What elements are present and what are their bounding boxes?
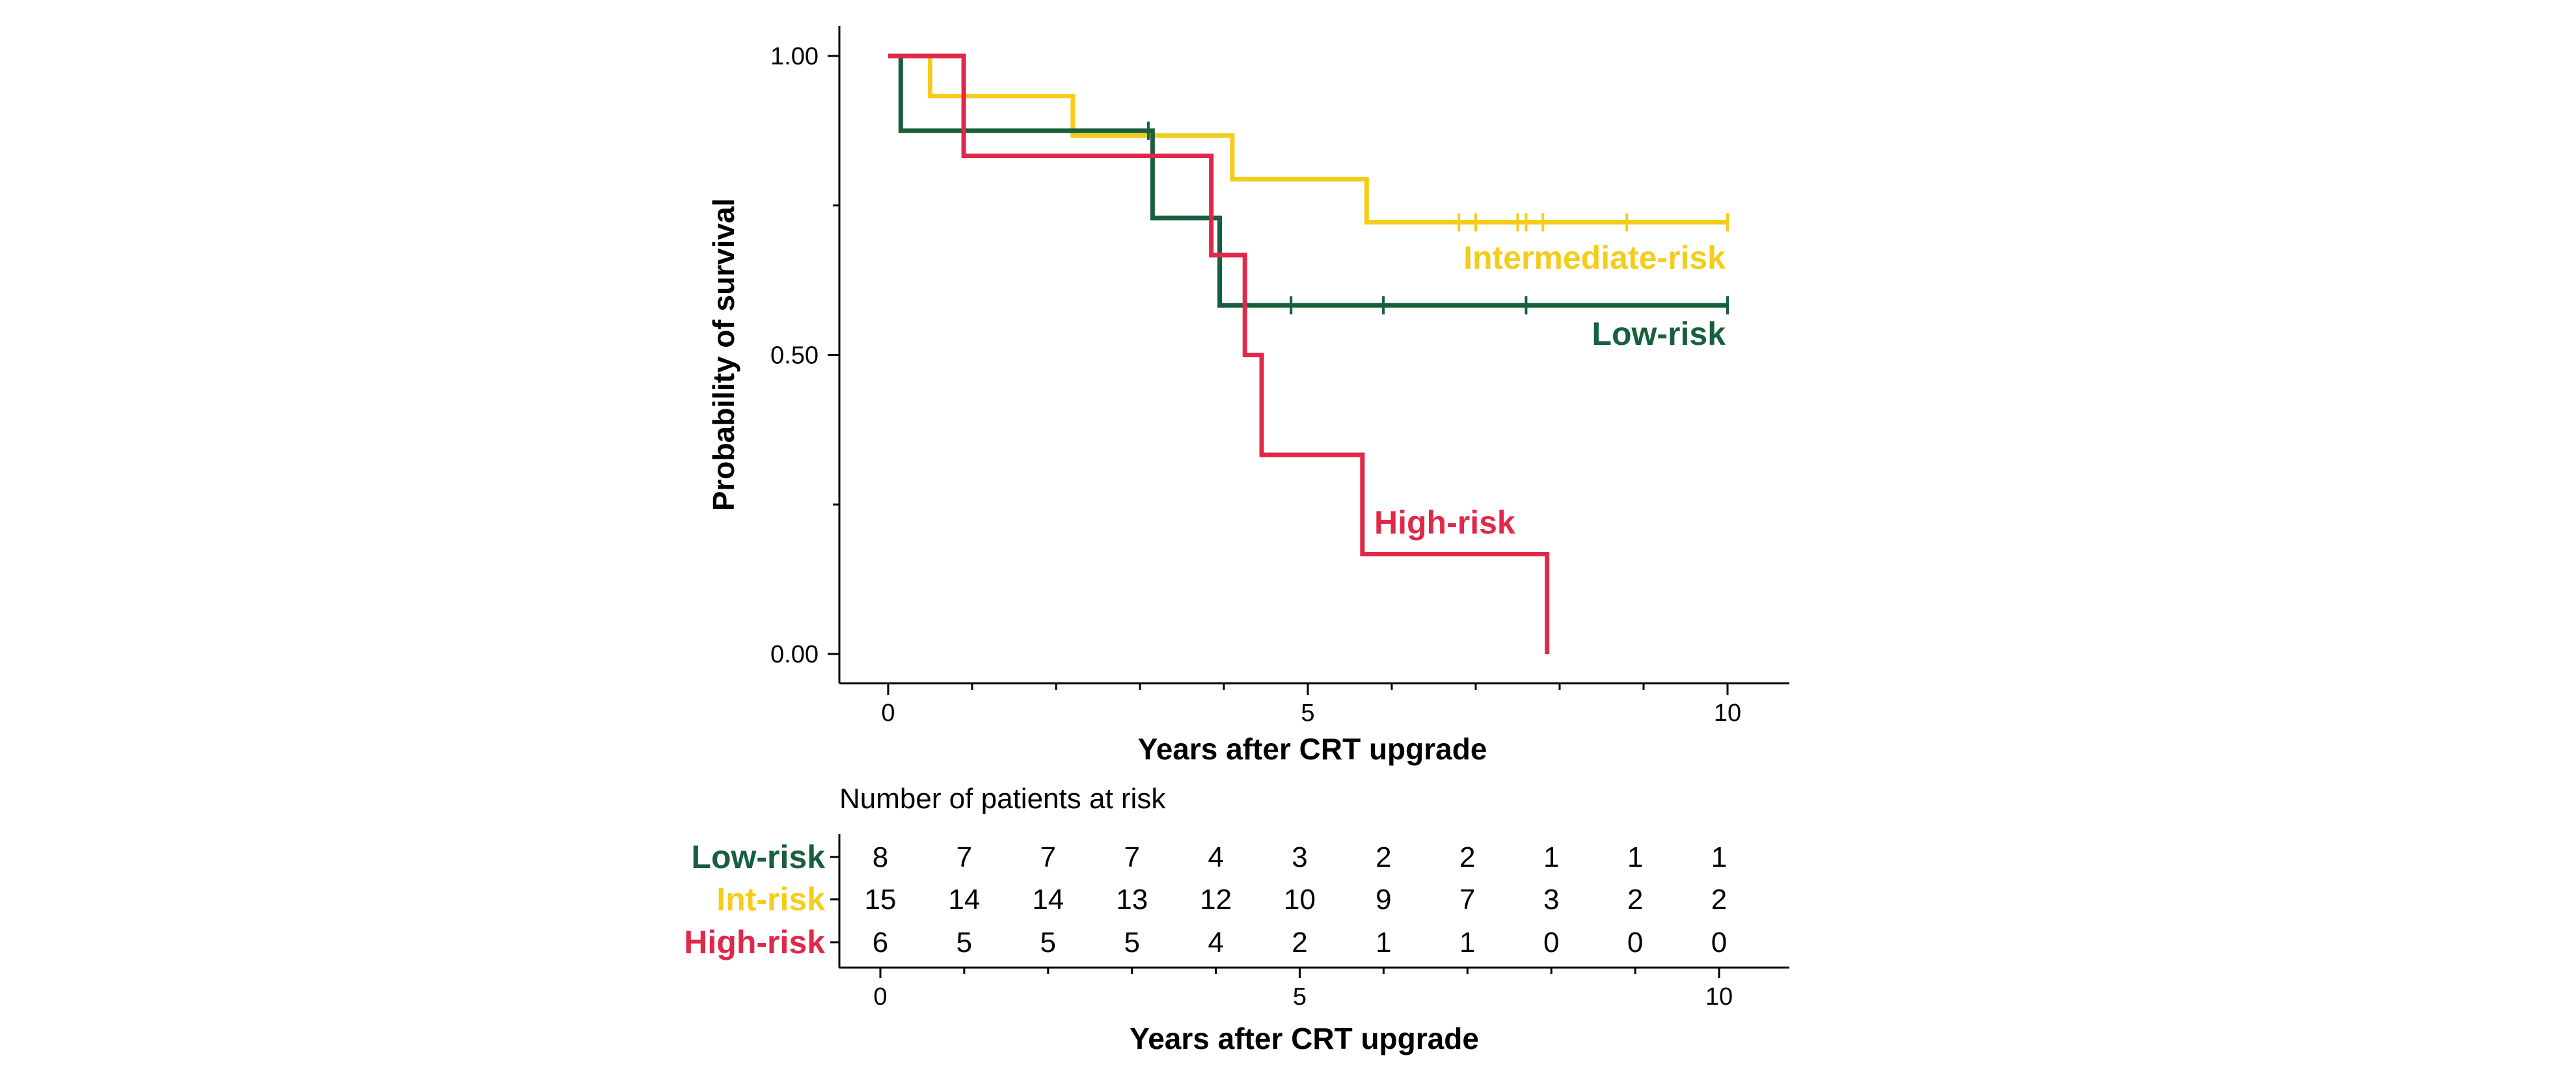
risk-count-low-risk: 4: [1208, 841, 1223, 873]
risk-count-high-risk: 0: [1543, 927, 1559, 959]
x-tick-label: 10: [1714, 700, 1741, 727]
y-axis-title: Probability of survival: [707, 198, 740, 511]
risk-count-int-risk: 15: [865, 884, 897, 916]
risk-count-high-risk: 0: [1711, 927, 1727, 959]
risk-count-high-risk: 6: [873, 927, 888, 959]
risk-count-int-risk: 13: [1116, 884, 1148, 916]
risk-count-int-risk: 3: [1543, 884, 1559, 916]
risk-row-label-low-risk: Low-risk: [691, 839, 825, 875]
risk-count-high-risk: 1: [1376, 927, 1391, 959]
risk-count-low-risk: 1: [1711, 841, 1727, 873]
x-axis-title: Years after CRT upgrade: [1138, 732, 1487, 766]
risk-count-low-risk: 7: [1040, 841, 1056, 873]
risk-count-int-risk: 10: [1284, 884, 1316, 916]
risk-table-title: Number of patients at risk: [839, 783, 1166, 815]
risk-count-int-risk: 9: [1376, 884, 1391, 916]
risk-count-low-risk: 7: [1124, 841, 1139, 873]
risk-count-low-risk: 1: [1627, 841, 1643, 873]
km-curve-intermediate-risk: [888, 53, 1728, 224]
curve-label-low-risk: Low-risk: [1592, 316, 1726, 352]
risk-count-int-risk: 2: [1627, 884, 1643, 916]
risk-count-high-risk: 5: [956, 927, 972, 959]
risk-count-low-risk: 2: [1459, 841, 1475, 873]
risk-count-low-risk: 2: [1376, 841, 1391, 873]
risk-count-low-risk: 3: [1292, 841, 1307, 873]
risk-count-low-risk: 8: [873, 841, 888, 873]
risk-x-tick-label: 10: [1705, 983, 1733, 1011]
curve-label-intermediate-risk: Intermediate-risk: [1463, 239, 1726, 276]
x-tick-label: 5: [1301, 700, 1314, 727]
risk-count-high-risk: 1: [1459, 927, 1475, 959]
y-tick-label: 0.50: [770, 342, 819, 370]
risk-count-low-risk: 1: [1543, 841, 1559, 873]
curve-label-high-risk: High-risk: [1374, 504, 1515, 541]
risk-row-label-int-risk: Int-risk: [716, 881, 825, 918]
risk-count-high-risk: 5: [1124, 927, 1139, 959]
risk-x-axis-title: Years after CRT upgrade: [1130, 1022, 1479, 1055]
km-curve-low-risk: [888, 53, 1728, 308]
risk-count-int-risk: 7: [1459, 884, 1475, 916]
risk-count-int-risk: 2: [1711, 884, 1727, 916]
y-tick-label: 0.00: [770, 641, 819, 668]
x-tick-label: 0: [881, 700, 895, 727]
risk-count-high-risk: 2: [1292, 927, 1307, 959]
risk-count-high-risk: 4: [1208, 927, 1223, 959]
risk-x-tick-label: 0: [873, 983, 887, 1011]
risk-x-tick-label: 5: [1293, 983, 1307, 1011]
y-tick-label: 1.00: [770, 43, 819, 70]
risk-count-high-risk: 5: [1040, 927, 1056, 959]
risk-count-int-risk: 14: [1032, 884, 1064, 916]
risk-count-int-risk: 12: [1200, 884, 1232, 916]
risk-count-low-risk: 7: [956, 841, 972, 873]
risk-row-label-high-risk: High-risk: [684, 924, 825, 960]
risk-count-int-risk: 14: [948, 884, 980, 916]
km-curve-high-risk: [888, 53, 1550, 654]
risk-count-high-risk: 0: [1627, 927, 1643, 959]
